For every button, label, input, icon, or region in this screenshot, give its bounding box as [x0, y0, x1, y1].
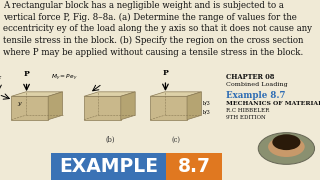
Bar	[166, 153, 222, 180]
Text: 9TH EDITION: 9TH EDITION	[226, 115, 265, 120]
Text: Example 8.7: Example 8.7	[226, 91, 285, 100]
Polygon shape	[150, 96, 187, 120]
Text: P: P	[24, 70, 29, 78]
Text: CHAPTER 08: CHAPTER 08	[226, 73, 274, 81]
Text: b/3: b/3	[203, 110, 211, 115]
Text: Combined Loading: Combined Loading	[226, 82, 287, 87]
Polygon shape	[12, 96, 48, 120]
Circle shape	[272, 134, 300, 150]
Text: (b): (b)	[105, 136, 115, 143]
Text: EXAMPLE: EXAMPLE	[59, 157, 158, 176]
Text: P: P	[163, 69, 168, 76]
Text: MECHANICS OF MATERIALS: MECHANICS OF MATERIALS	[226, 101, 320, 106]
Polygon shape	[121, 92, 135, 120]
Polygon shape	[84, 96, 121, 120]
Text: y: y	[17, 101, 20, 106]
Text: 8.7: 8.7	[178, 157, 211, 176]
Polygon shape	[84, 92, 135, 96]
Text: R.C HIBBELER: R.C HIBBELER	[226, 108, 269, 113]
Bar	[51, 153, 166, 180]
Polygon shape	[187, 92, 202, 120]
Polygon shape	[12, 92, 63, 96]
Circle shape	[268, 136, 305, 157]
Polygon shape	[48, 92, 63, 120]
Circle shape	[258, 133, 315, 164]
Text: A rectangular block has a negligible weight and is subjected to a
vertical force: A rectangular block has a negligible wei…	[3, 1, 312, 57]
Polygon shape	[150, 92, 202, 96]
Text: b/3: b/3	[203, 101, 211, 106]
Text: $M_y = Pe_y$: $M_y = Pe_y$	[51, 73, 78, 83]
Text: (c): (c)	[171, 136, 180, 143]
